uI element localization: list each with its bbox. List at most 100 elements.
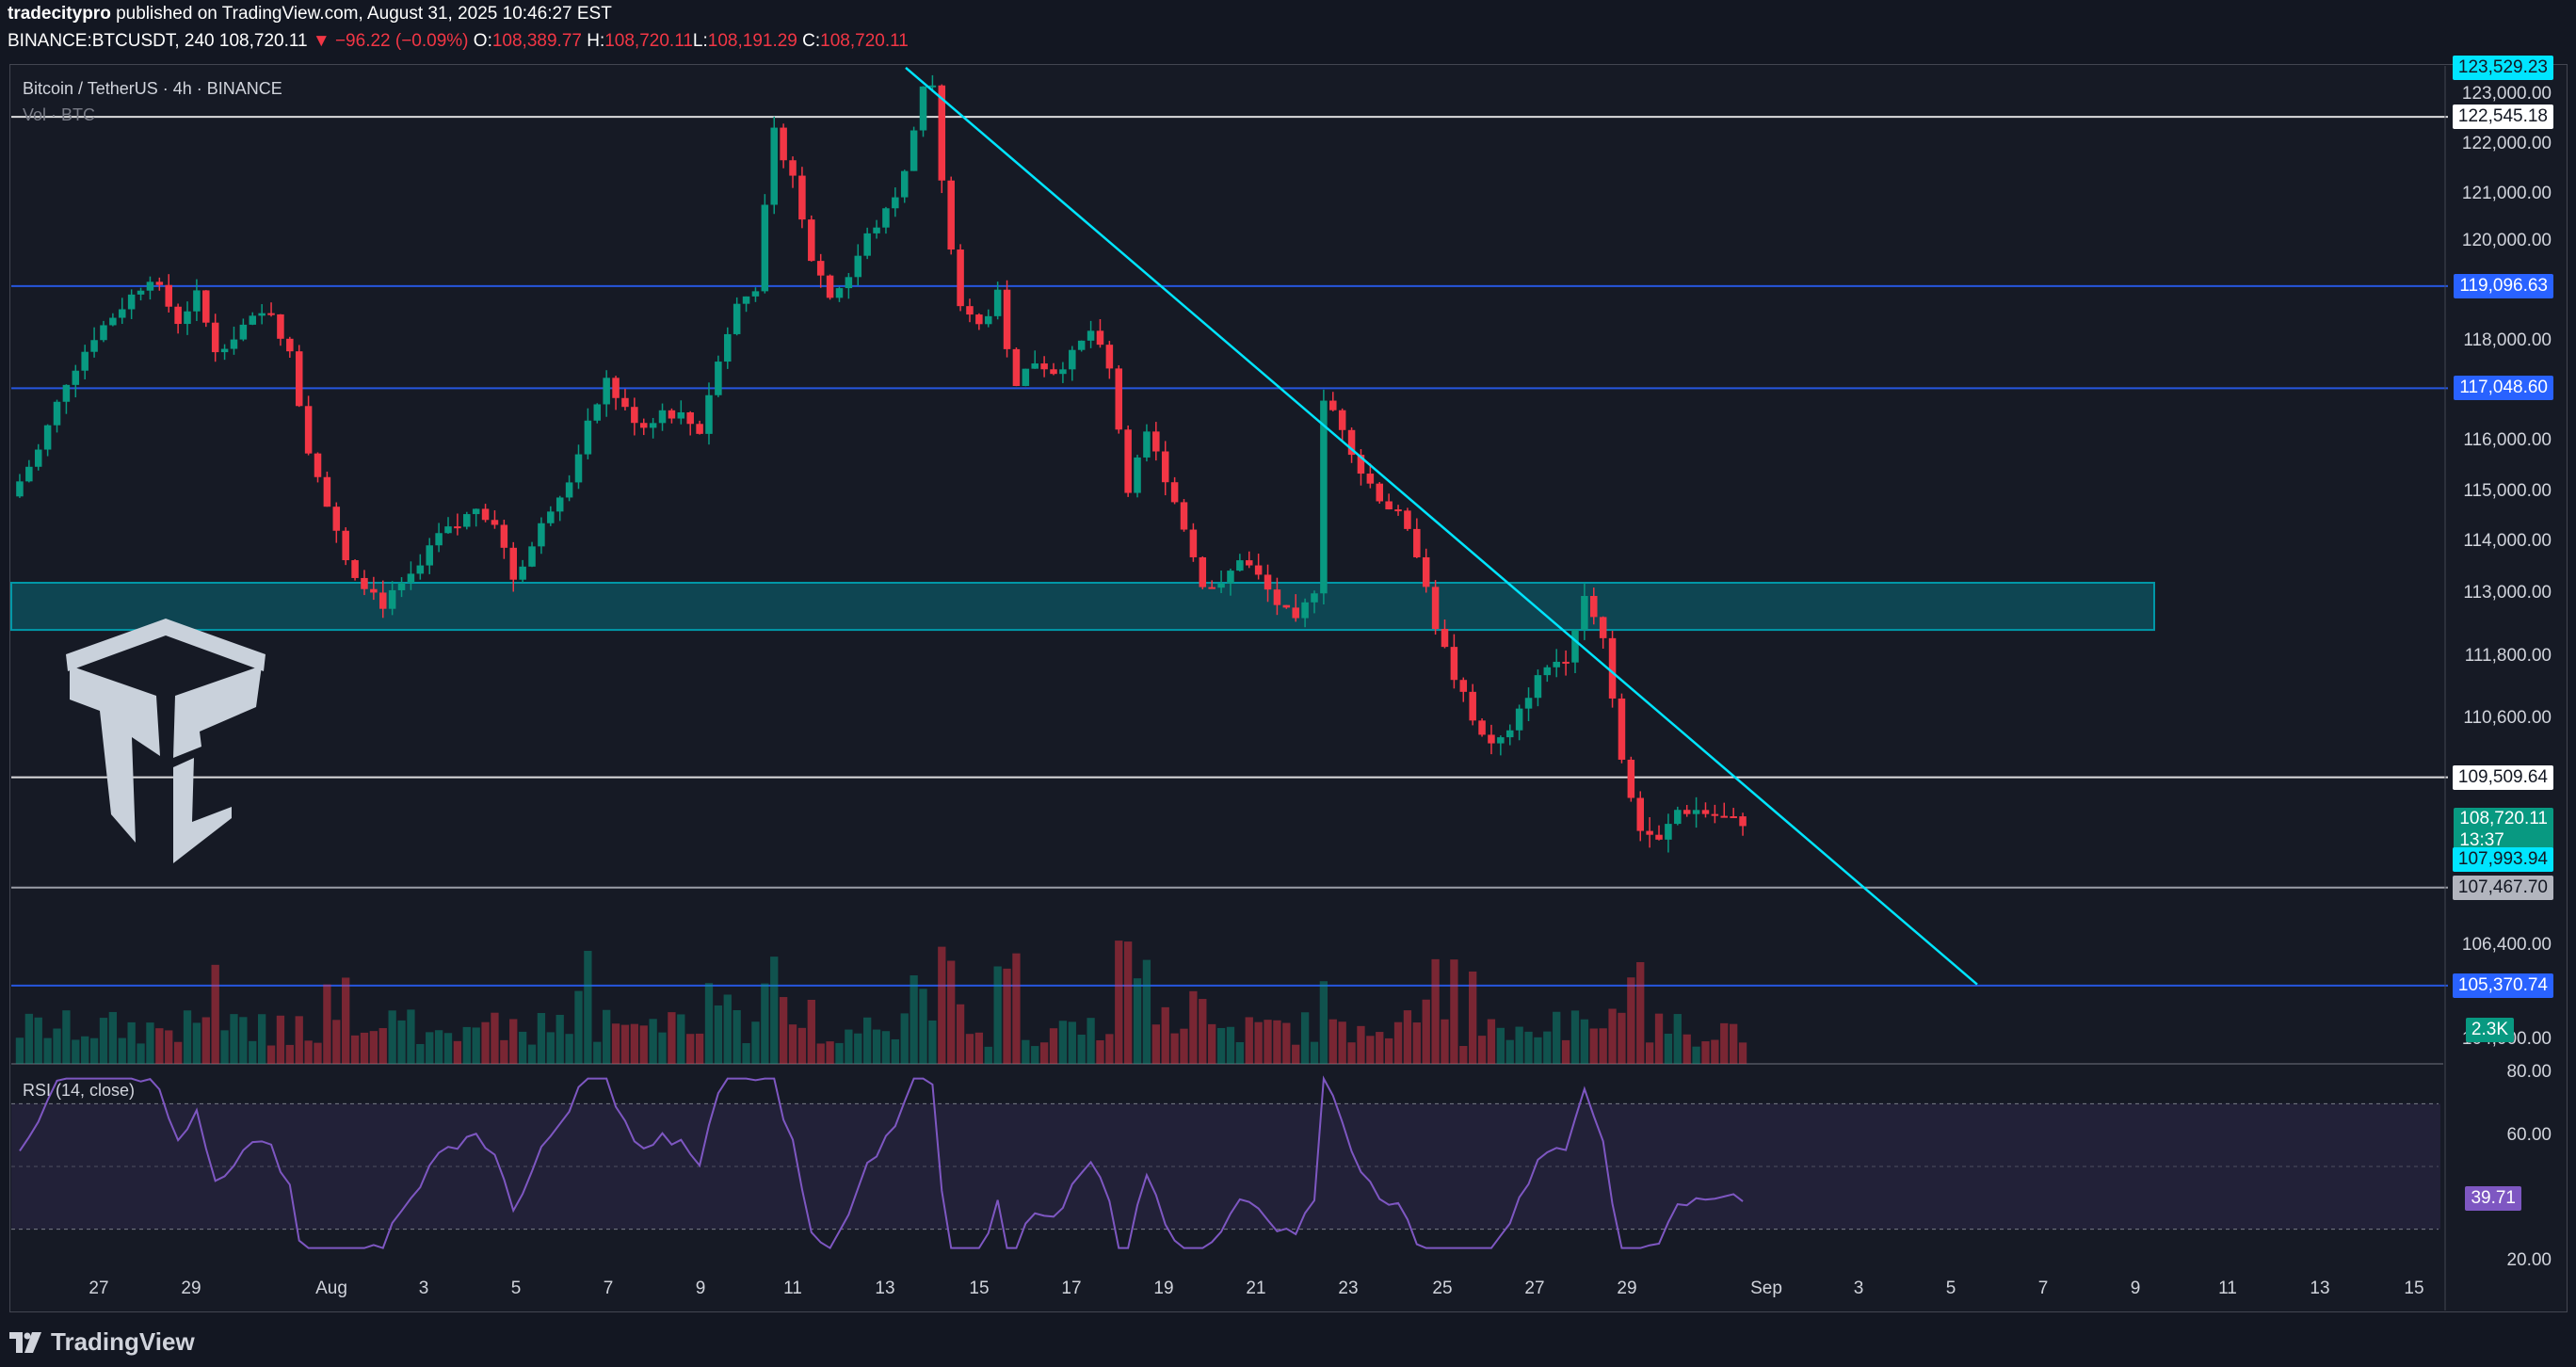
candle xyxy=(1012,347,1021,387)
candle-body xyxy=(1161,451,1169,483)
volume-bar xyxy=(1133,978,1142,1064)
volume-bar xyxy=(695,1033,704,1064)
candle-body xyxy=(1636,797,1644,831)
candle-body xyxy=(1655,834,1663,840)
candle xyxy=(323,471,331,507)
candle xyxy=(892,187,899,217)
volume-bar xyxy=(1403,1010,1412,1064)
volume-bar xyxy=(733,1010,741,1064)
candle xyxy=(1031,350,1038,369)
candle-body xyxy=(509,547,518,580)
candle-body xyxy=(127,294,136,310)
support-zone xyxy=(10,582,2155,632)
candle xyxy=(81,345,89,379)
high-value: 108,720.11 xyxy=(604,31,693,51)
candle-body xyxy=(947,180,955,250)
volume-bar xyxy=(1384,1037,1393,1064)
y-tick-label: 121,000.00 xyxy=(2461,184,2552,203)
candle-body xyxy=(1031,363,1038,369)
volume-bar xyxy=(397,1020,406,1064)
candle-body xyxy=(342,530,349,561)
x-tick-label: 19 xyxy=(1153,1279,1174,1298)
candle-body xyxy=(1329,400,1337,410)
candle-body xyxy=(1404,510,1411,529)
x-tick-label: 29 xyxy=(181,1279,201,1298)
x-tick-label: 25 xyxy=(1432,1279,1453,1298)
volume-bar xyxy=(574,990,583,1064)
volume-bar xyxy=(1366,1036,1375,1064)
volume-bar xyxy=(1450,959,1458,1064)
candle xyxy=(454,513,461,536)
candle-body xyxy=(62,384,71,402)
publisher-line: tradecitypro published on TradingView.co… xyxy=(8,4,612,24)
volume-bar xyxy=(453,1040,462,1064)
candle xyxy=(119,298,126,325)
candle xyxy=(1143,424,1151,462)
candle-body xyxy=(808,219,815,262)
candle-body xyxy=(1422,556,1430,587)
candle-body xyxy=(686,412,694,425)
candle xyxy=(277,314,284,346)
candle-body xyxy=(314,453,322,477)
candle xyxy=(555,495,564,522)
volume-bar xyxy=(928,1020,937,1064)
volume-bar xyxy=(593,1041,602,1064)
candle-body xyxy=(715,362,722,395)
candle-body xyxy=(854,255,862,278)
candle-body xyxy=(1701,810,1710,814)
candle-body xyxy=(1581,596,1588,630)
candle-body xyxy=(993,289,1002,316)
volume-bar xyxy=(1105,1034,1114,1064)
candle xyxy=(993,281,1002,320)
x-tick-label: 5 xyxy=(1945,1279,1956,1298)
watermark-logo-icon xyxy=(66,619,266,863)
candle xyxy=(1022,368,1030,387)
price-change: ▼ −96.22 (−0.09%) xyxy=(312,31,469,51)
candle xyxy=(705,382,713,445)
x-tick-label: 17 xyxy=(1061,1279,1082,1298)
candle xyxy=(863,227,871,260)
candle-body xyxy=(835,288,844,298)
candle xyxy=(1469,684,1476,726)
candle xyxy=(565,474,573,502)
candle-body xyxy=(957,249,964,307)
volume-bar xyxy=(1459,1046,1468,1064)
candle-body xyxy=(304,406,313,454)
volume-bar xyxy=(1636,961,1645,1064)
candle-body xyxy=(1720,815,1729,818)
volume-bar xyxy=(537,1012,546,1064)
candle xyxy=(789,156,797,188)
x-tick-label: 9 xyxy=(695,1279,706,1298)
candle-body xyxy=(258,313,266,316)
volume-bar xyxy=(53,1028,61,1064)
publisher-name[interactable]: tradecitypro xyxy=(8,4,111,24)
candle-body xyxy=(816,261,825,276)
candle xyxy=(742,296,750,313)
candle-body xyxy=(1245,560,1253,566)
candle-body xyxy=(1608,637,1617,699)
candle-body xyxy=(1264,574,1272,590)
price-label: 109,509.64 xyxy=(2452,764,2553,790)
volume-bar xyxy=(1012,953,1021,1064)
volume-bar xyxy=(1310,1041,1319,1064)
candle xyxy=(342,527,349,566)
volume-bar xyxy=(1720,1022,1729,1064)
candle xyxy=(1711,804,1719,824)
candle xyxy=(351,559,359,581)
candle-body xyxy=(1543,667,1552,676)
volume-bar xyxy=(779,997,788,1064)
chart-frame[interactable] xyxy=(9,64,2568,1312)
candle-body xyxy=(612,378,620,398)
y-tick-label: 113,000.00 xyxy=(2463,583,2552,603)
candle xyxy=(258,304,266,325)
volume-bar xyxy=(369,1031,378,1064)
candle xyxy=(509,541,518,592)
candle-body xyxy=(863,233,871,256)
candle xyxy=(34,443,42,471)
candle xyxy=(1739,812,1747,836)
candle xyxy=(584,408,592,459)
volume-bar xyxy=(1561,1039,1570,1064)
tradingview-brand[interactable]: TradingView xyxy=(9,1327,195,1357)
published-text: published on TradingView.com, August 31,… xyxy=(116,4,612,24)
